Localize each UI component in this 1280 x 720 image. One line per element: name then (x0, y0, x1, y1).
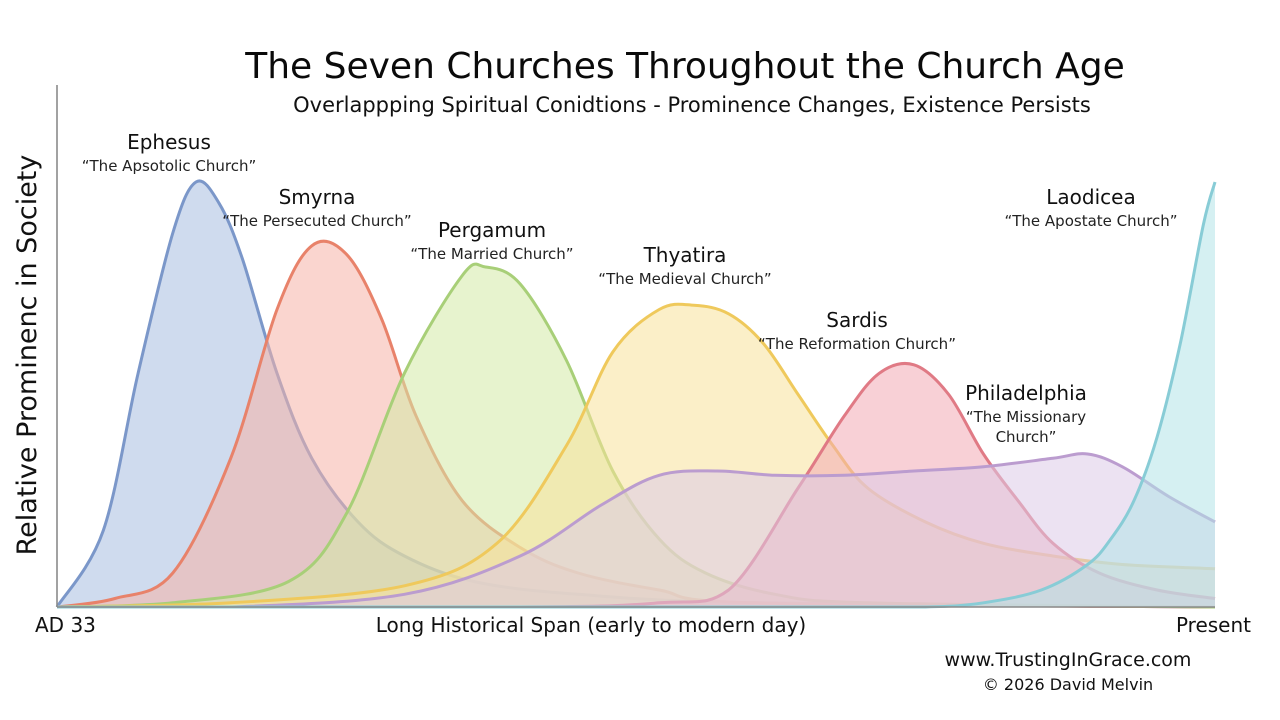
series-area-ephesus (57, 180, 1215, 607)
series-nickname-sardis: “The Reformation Church” (758, 335, 956, 353)
series-label-philadelphia: Philadelphia (965, 381, 1087, 405)
chart-subtitle: Overlappping Spiritual Conidtions - Prom… (293, 93, 1091, 117)
series-label-sardis: Sardis (826, 308, 888, 332)
series-nickname-ephesus: “The Apsotolic Church” (82, 157, 256, 175)
series-labels: Ephesus “The Apsotolic Church” Smyrna “The … (82, 130, 1178, 446)
website-credit: www.TrustingInGrace.com (945, 649, 1192, 671)
series-nickname-philadelphia: Church” (996, 428, 1057, 446)
series-label-laodicea: Laodicea (1046, 185, 1135, 209)
series-nickname-philadelphia: “The Missionary (966, 408, 1086, 426)
series-nickname-pergamum: “The Married Church” (410, 245, 573, 263)
copyright-credit: © 2026 David Melvin (983, 675, 1153, 694)
series-line-philadelphia (56, 452, 1216, 609)
series-nickname-laodicea: “The Apostate Church” (1004, 212, 1177, 230)
series-label-ephesus: Ephesus (127, 130, 211, 154)
y-axis-label: Relative Prominenc in Society (12, 155, 43, 556)
series-area-laodicea (57, 182, 1215, 607)
x-axis-label: Long Historical Span (early to modern da… (376, 613, 806, 637)
series-nickname-smyrna: “The Persecuted Church” (222, 212, 411, 230)
series-nickname-thyatira: “The Medieval Church” (598, 270, 771, 288)
x-axis-start-label: AD 33 (35, 613, 96, 637)
chart-title: The Seven Churches Throughout the Church… (244, 46, 1125, 87)
series-label-smyrna: Smyrna (279, 185, 356, 209)
series-group (55, 179, 1217, 609)
series-label-pergamum: Pergamum (438, 218, 546, 242)
series-area-philadelphia (57, 453, 1215, 607)
series-area-pergamum (57, 264, 1215, 607)
series-label-thyatira: Thyatira (643, 243, 727, 267)
x-axis-end-label: Present (1176, 613, 1251, 637)
